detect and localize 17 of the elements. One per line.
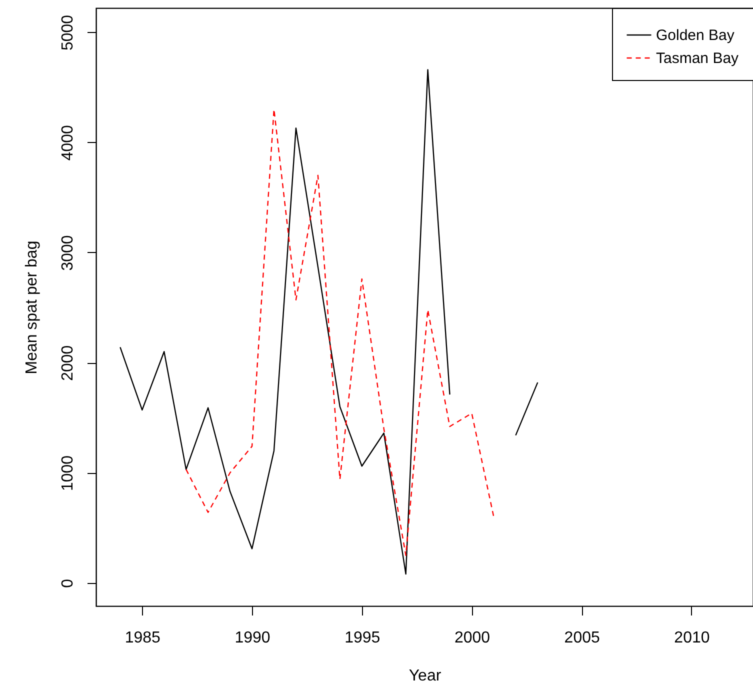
line-series: [185, 108, 494, 556]
x-tick-label: 2005: [564, 630, 600, 646]
x-tick-label: 2010: [674, 630, 710, 646]
x-tick-label: 1985: [124, 630, 161, 646]
y-tick-label: 2000: [60, 345, 76, 381]
x-tick-label: 2000: [454, 630, 490, 646]
x-tick-label: 1990: [234, 630, 270, 646]
x-tick-label: 1995: [344, 630, 380, 646]
y-tick-label: 1000: [60, 455, 76, 492]
y-axis-title: Mean spat per bag: [24, 240, 40, 374]
y-tick-label: 4000: [60, 124, 76, 161]
x-axis-title: Year: [408, 668, 442, 684]
y-tick-label: 0: [60, 578, 76, 588]
y-tick-label: 5000: [60, 14, 76, 51]
y-tick-label: 3000: [60, 235, 76, 271]
legend-label: Golden Bay: [656, 27, 735, 44]
legend-label: Tasman Bay: [656, 50, 740, 67]
